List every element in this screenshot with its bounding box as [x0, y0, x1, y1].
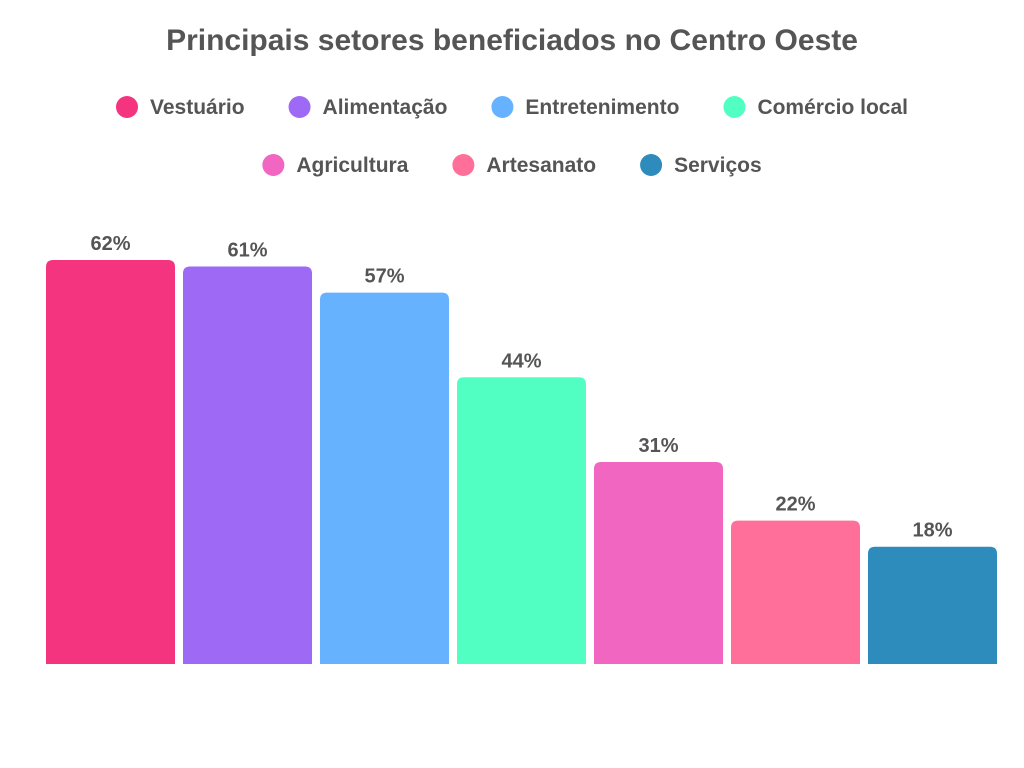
value-label-agricultura: 31%	[638, 435, 678, 457]
value-labels-group: 62% 61% 57% 44% 31% 22% 18%	[90, 233, 952, 542]
value-label-vestuario: 62%	[90, 233, 130, 255]
value-label-artesanato: 22%	[775, 494, 815, 516]
bar-comercio-local[interactable]	[457, 377, 586, 664]
legend-marker-servicos	[640, 154, 663, 176]
value-label-entretenimento: 57%	[364, 266, 404, 288]
bar-alimentacao[interactable]	[183, 266, 312, 664]
legend-marker-alimentacao	[288, 96, 311, 118]
value-label-comercio-local: 44%	[501, 350, 541, 372]
chart-title: Principais setores beneficiados no Centr…	[166, 24, 858, 57]
bar-servicos[interactable]	[868, 546, 997, 664]
legend-marker-vestuario	[116, 96, 138, 118]
legend-label-entretenimento[interactable]: Entretenimento	[525, 96, 679, 119]
legend-marker-agricultura	[262, 154, 285, 176]
bar-entretenimento[interactable]	[320, 292, 449, 664]
legend-marker-comercio-local	[723, 96, 746, 118]
value-label-servicos: 18%	[912, 520, 952, 542]
legend: Vestuário Alimentação Entretenimento Comérc…	[116, 96, 908, 177]
legend-label-comercio-local[interactable]: Comércio local	[757, 96, 908, 119]
bar-vestuario[interactable]	[46, 260, 175, 664]
legend-marker-artesanato	[452, 154, 475, 176]
legend-label-artesanato[interactable]: Artesanato	[486, 154, 596, 177]
value-label-alimentacao: 61%	[227, 240, 267, 262]
bar-artesanato[interactable]	[731, 520, 860, 664]
legend-label-alimentacao[interactable]: Alimentação	[323, 96, 448, 119]
legend-label-vestuario[interactable]: Vestuário	[150, 96, 245, 119]
bars-group	[46, 260, 997, 664]
bar-agricultura[interactable]	[594, 462, 723, 664]
legend-label-servicos[interactable]: Serviços	[674, 154, 762, 177]
legend-marker-entretenimento	[491, 96, 514, 118]
legend-label-agricultura[interactable]: Agricultura	[296, 154, 408, 177]
